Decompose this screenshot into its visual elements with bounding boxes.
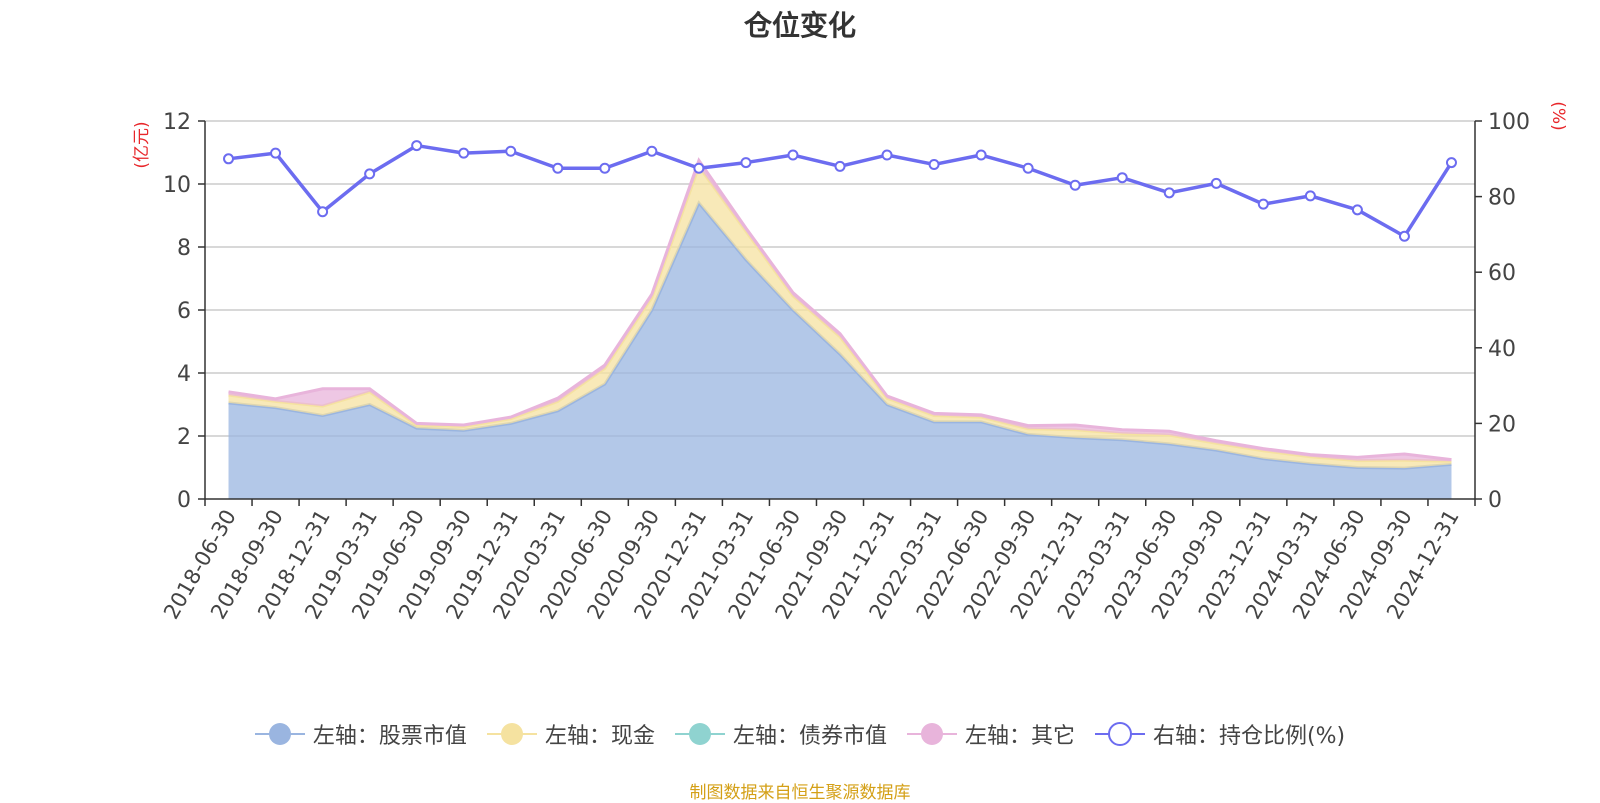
area-series bbox=[228, 202, 1452, 499]
left-axis-tick-label: 8 bbox=[177, 236, 191, 261]
right-axis-tick-label: 40 bbox=[1488, 337, 1516, 362]
ratio-point bbox=[1304, 190, 1316, 202]
ratio-point bbox=[505, 145, 517, 157]
ratio-point bbox=[1257, 198, 1269, 210]
left-axis-tick-label: 2 bbox=[177, 425, 191, 450]
legend-item[interactable]: 左轴：现金 bbox=[486, 718, 655, 750]
ratio-point bbox=[975, 149, 987, 161]
ratio-line bbox=[228, 143, 1453, 239]
stacked-areas bbox=[228, 157, 1452, 499]
hollow-circle-icon bbox=[1094, 722, 1145, 746]
ratio-point bbox=[693, 162, 705, 174]
ratio-point bbox=[1069, 179, 1081, 191]
ratio-point bbox=[1163, 187, 1175, 199]
legend-item[interactable]: 左轴：债券市值 bbox=[674, 718, 887, 750]
ratio-point bbox=[881, 149, 893, 161]
right-axis-tick-label: 100 bbox=[1488, 110, 1530, 135]
ratio-point bbox=[270, 147, 282, 159]
left-axis-tick-label: 12 bbox=[163, 110, 191, 135]
ratio-point bbox=[646, 145, 658, 157]
source-note: 制图数据来自恒生聚源数据库 bbox=[689, 783, 911, 803]
legend: 左轴：股票市值 左轴：现金 左轴：债券市值 左轴：其它 右轴：持仓比例(%) bbox=[0, 718, 1600, 750]
ratio-point bbox=[1022, 162, 1034, 174]
ratio-point bbox=[364, 168, 376, 180]
ratio-point bbox=[458, 147, 470, 159]
ratio-point bbox=[740, 157, 752, 169]
ratio-point bbox=[928, 158, 940, 170]
ratio-point bbox=[552, 162, 564, 174]
legend-label: 左轴：债券市值 bbox=[732, 724, 887, 749]
left-axis-tick-label: 10 bbox=[163, 173, 191, 198]
ratio-point bbox=[834, 160, 846, 172]
ratio-point bbox=[1116, 172, 1128, 184]
legend-label: 右轴：持仓比例(%) bbox=[1152, 724, 1346, 749]
legend-label: 左轴：股票市值 bbox=[312, 724, 467, 749]
filled-circle-icon bbox=[254, 723, 305, 745]
ratio-point bbox=[411, 140, 423, 152]
area-series-outline bbox=[228, 157, 1452, 462]
chart-title: 仓位变化 bbox=[743, 9, 856, 42]
right-axis-tick-label: 80 bbox=[1488, 186, 1516, 211]
ratio-point bbox=[1398, 230, 1410, 242]
filled-circle-icon bbox=[906, 723, 957, 745]
legend-item[interactable]: 左轴：其它 bbox=[906, 718, 1075, 750]
ratio-point bbox=[1351, 204, 1363, 216]
legend-item[interactable]: 右轴：持仓比例(%) bbox=[1094, 718, 1346, 750]
filled-circle-icon bbox=[674, 723, 725, 745]
right-axis-tick-label: 60 bbox=[1488, 261, 1516, 286]
legend-label: 左轴：现金 bbox=[544, 724, 655, 749]
legend-item[interactable]: 左轴：股票市值 bbox=[254, 718, 467, 750]
ratio-point bbox=[317, 206, 329, 218]
ratio-point bbox=[223, 153, 235, 165]
left-axis-tick-label: 0 bbox=[177, 488, 191, 513]
ratio-point bbox=[599, 162, 611, 174]
filled-circle-icon bbox=[486, 723, 537, 745]
ratio-point bbox=[1445, 157, 1457, 169]
ratio-point bbox=[787, 149, 799, 161]
right-axis-unit: (%) bbox=[1548, 101, 1568, 130]
left-axis-unit: (亿元) bbox=[132, 121, 152, 168]
right-axis-tick-label: 20 bbox=[1488, 412, 1516, 437]
right-axis-tick-label: 0 bbox=[1488, 488, 1502, 513]
left-axis-tick-label: 4 bbox=[177, 362, 191, 387]
left-axis-tick-label: 6 bbox=[177, 299, 191, 324]
legend-label: 左轴：其它 bbox=[964, 724, 1075, 749]
ratio-line-series bbox=[223, 140, 1457, 242]
ratio-point bbox=[1210, 177, 1222, 189]
